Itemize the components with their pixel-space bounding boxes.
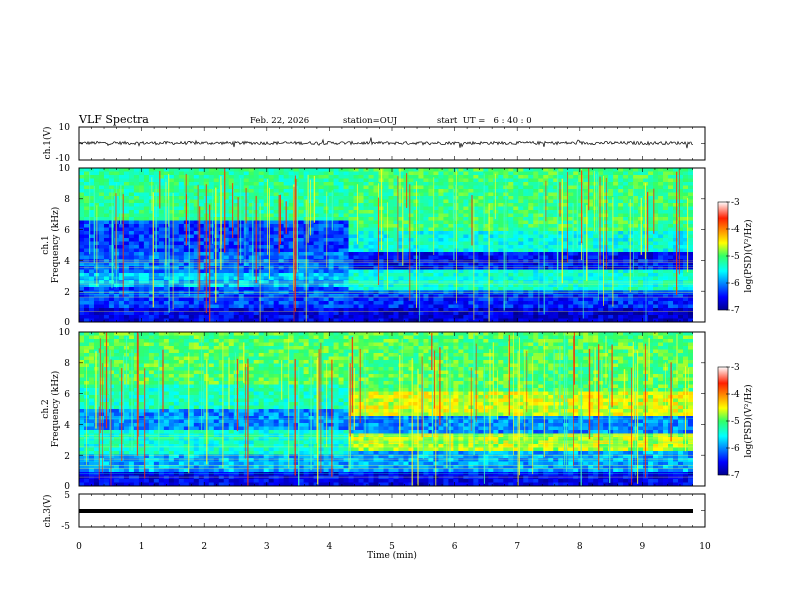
ch2-freq-tick-2: 2 <box>64 452 70 462</box>
time-tick-9: 9 <box>640 542 646 552</box>
ch2-cb-tick-m3: -3 <box>731 363 740 373</box>
ch2-freq-tick-4: 4 <box>64 421 70 431</box>
ch1-frequency-label: Frequency (kHz) <box>50 207 61 284</box>
ch1-waveform-line <box>78 137 693 149</box>
time-tick-1: 1 <box>139 542 145 552</box>
ch1-colorbar-label: log(PSD)(V²/Hz) <box>743 219 754 292</box>
ch1-ylabel: ch.1(V) <box>42 127 53 160</box>
ch1-freq-tick-2: 2 <box>64 288 70 298</box>
figure-title: VLF Spectra <box>78 113 149 126</box>
time-tick-6: 6 <box>452 542 458 552</box>
ch2-cb-tick-m7: -7 <box>731 471 740 481</box>
time-tick-5: 5 <box>389 542 395 552</box>
ch3-ylabel: ch.3(V) <box>42 495 53 528</box>
ch1-cb-tick-m7: -7 <box>731 306 740 316</box>
ch3-waveform-panel: 5 -5 ch.3(V) <box>42 491 706 532</box>
ch2-cb-tick-m5: -5 <box>731 417 740 427</box>
ch1-freq-tick-6: 6 <box>64 226 70 236</box>
ch3-ytick-bottom: -5 <box>61 522 70 532</box>
time-tick-10: 10 <box>699 542 711 552</box>
ch1-ytick-bottom: -10 <box>56 154 71 164</box>
ch1-cb-tick-m5: -5 <box>731 252 740 262</box>
time-tick-2: 2 <box>201 542 207 552</box>
ch2-frequency-label: Frequency (kHz) <box>50 371 61 448</box>
ch1-waveform-panel: 10 -10 ch.1(V) <box>42 123 706 164</box>
ch1-spectrogram-image <box>79 168 705 323</box>
ch1-cb-tick-m4: -4 <box>731 225 740 235</box>
ch1-channel-label: ch.1 <box>41 235 51 254</box>
ch1-cb-tick-m6: -6 <box>731 279 740 289</box>
date-label: Feb. 22, 2026 <box>250 116 309 126</box>
ch3-ytick-top: 5 <box>64 491 70 501</box>
ch2-cb-tick-m6: -6 <box>731 444 740 454</box>
ch3-waveform-line <box>79 509 693 513</box>
station-label: station=OUJ <box>343 116 398 126</box>
time-axis: 0 1 2 3 4 5 6 7 8 9 10 Time (min) <box>76 542 711 561</box>
ch1-ytick-top: 10 <box>59 123 71 133</box>
time-tick-0: 0 <box>76 542 82 552</box>
time-tick-8: 8 <box>577 542 583 552</box>
ch1-spectrogram-panel: 10 8 6 4 2 0 ch.1 Frequency (kHz) -3 -4 … <box>41 164 754 328</box>
ch2-channel-label: ch.2 <box>41 399 51 418</box>
ch2-spectrogram-panel: 10 8 6 4 2 0 ch.2 Frequency (kHz) -3 -4 … <box>41 328 754 492</box>
ch2-cb-tick-m4: -4 <box>731 390 740 400</box>
ch1-cb-tick-m3: -3 <box>731 198 740 208</box>
ch1-freq-tick-8: 8 <box>64 195 70 205</box>
ch1-freq-tick-4: 4 <box>64 257 70 267</box>
ch2-freq-tick-0: 0 <box>64 482 70 492</box>
ch2-freq-tick-8: 8 <box>64 359 70 369</box>
time-tick-3: 3 <box>264 542 270 552</box>
ch2-freq-tick-10: 10 <box>59 328 71 338</box>
time-tick-4: 4 <box>327 542 333 552</box>
ch2-spectrogram-image <box>78 332 705 487</box>
time-axis-label: Time (min) <box>367 550 417 561</box>
ch1-freq-tick-10: 10 <box>59 164 71 174</box>
ch2-freq-tick-6: 6 <box>64 390 70 400</box>
start-ut-label: start UT = 6 : 40 : 0 <box>437 116 532 126</box>
ch1-freq-tick-0: 0 <box>64 318 70 328</box>
time-tick-7: 7 <box>514 542 520 552</box>
ch2-colorbar-label: log(PSD)(V²/Hz) <box>743 384 754 457</box>
